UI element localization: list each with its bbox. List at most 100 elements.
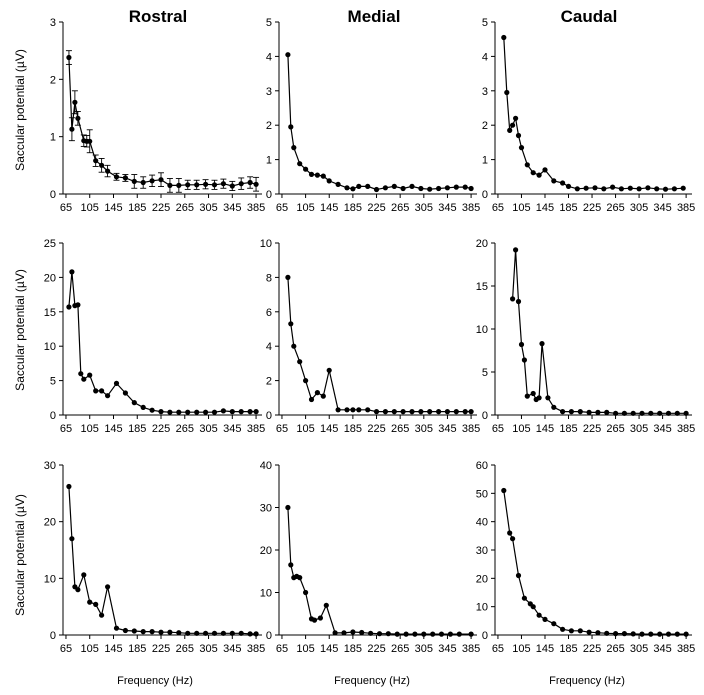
data-point-r3c3 bbox=[657, 631, 663, 637]
data-point-r2c2 bbox=[320, 393, 326, 399]
data-point-r3c1 bbox=[185, 630, 191, 636]
data-point-r1c1 bbox=[75, 115, 81, 121]
data-point-r3c1 bbox=[211, 630, 218, 636]
data-point-r3c3 bbox=[665, 631, 672, 637]
data-point-r3c2 bbox=[438, 631, 445, 637]
y-tick-label-r2c1: 25 bbox=[44, 238, 56, 250]
ylabel-row-1: Saccular potential (µV) bbox=[13, 49, 27, 171]
data-point-r1c3 bbox=[645, 185, 651, 191]
y-tick-label-r1c1: 2 bbox=[50, 74, 56, 86]
x-tick-label-r3c1: 145 bbox=[104, 643, 122, 655]
data-point-r2c3 bbox=[551, 404, 557, 410]
data-point-r3c3 bbox=[509, 536, 516, 542]
data-point-r1c3 bbox=[501, 34, 507, 41]
data-point-r1c3 bbox=[509, 122, 516, 128]
data-point-r3c2 bbox=[359, 629, 365, 636]
data-point-r2c3 bbox=[657, 410, 663, 416]
data-point-r1c3 bbox=[662, 186, 669, 192]
data-point-r1c1 bbox=[176, 182, 182, 188]
data-point-r1c1 bbox=[66, 54, 72, 61]
data-point-r1c2 bbox=[314, 172, 320, 178]
data-point-r2c2 bbox=[373, 409, 380, 415]
x-tick-label-r2c1: 345 bbox=[223, 423, 241, 435]
x-tick-label-r1c2: 265 bbox=[391, 202, 409, 214]
data-point-r2c3 bbox=[513, 247, 519, 253]
data-point-r2c3 bbox=[648, 410, 654, 416]
data-point-r2c1 bbox=[69, 269, 75, 275]
data-point-r1c3 bbox=[610, 184, 616, 190]
y-tick-label-r1c1: 3 bbox=[50, 17, 56, 29]
data-point-r1c3 bbox=[583, 185, 589, 191]
x-tick-label-r2c3: 145 bbox=[536, 423, 554, 435]
data-point-r2c3 bbox=[674, 410, 680, 416]
data-point-r1c1 bbox=[69, 126, 75, 132]
data-point-r2c3 bbox=[545, 395, 551, 401]
data-point-r3c2 bbox=[317, 615, 323, 621]
x-tick-label-r3c1: 265 bbox=[176, 643, 194, 655]
data-point-r2c1 bbox=[176, 409, 182, 415]
data-point-r3c1 bbox=[167, 629, 173, 635]
data-point-r3c2 bbox=[350, 629, 356, 635]
x-tick-label-r3c1: 225 bbox=[152, 643, 170, 655]
data-point-r2c2 bbox=[453, 409, 459, 415]
chart-r3c2: 0 10 20 30 40 65 105 145 185 225 265 305 345 385 bbox=[260, 460, 481, 655]
y-tick-label-r3c2: 0 bbox=[266, 630, 272, 642]
y-tick-label-r3c3: 10 bbox=[476, 602, 488, 614]
data-point-r3c2 bbox=[468, 631, 474, 637]
data-point-r3c3 bbox=[648, 631, 654, 637]
data-point-r1c3 bbox=[536, 172, 542, 178]
data-point-r1c2 bbox=[468, 185, 474, 192]
data-point-r2c3 bbox=[604, 409, 610, 415]
y-tick-label-r2c2: 2 bbox=[266, 376, 272, 388]
x-tick-label-r3c2: 345 bbox=[438, 643, 456, 655]
data-point-r1c2 bbox=[409, 183, 415, 189]
data-point-r2c2 bbox=[288, 321, 294, 327]
data-point-r3c1 bbox=[113, 625, 120, 631]
data-point-r3c1 bbox=[220, 630, 226, 636]
data-point-r2c3 bbox=[665, 410, 672, 416]
x-tick-label-r3c2: 185 bbox=[344, 643, 362, 655]
data-point-r1c1 bbox=[211, 182, 218, 188]
data-point-r2c1 bbox=[211, 409, 218, 415]
data-point-r3c2 bbox=[297, 575, 303, 581]
data-point-r2c3 bbox=[683, 410, 689, 416]
y-tick-label-r1c2: 4 bbox=[266, 51, 272, 63]
x-tick-label-r2c1: 105 bbox=[81, 423, 99, 435]
x-tick-label-r2c3: 65 bbox=[492, 423, 504, 435]
xlabel-col-1: Frequency (Hz) bbox=[117, 675, 193, 687]
y-tick-label-r3c1: 30 bbox=[44, 460, 56, 472]
x-tick-label-r1c3: 265 bbox=[606, 202, 624, 214]
y-tick-label-r1c2: 2 bbox=[266, 120, 272, 132]
y-tick-label-r3c2: 10 bbox=[260, 588, 272, 600]
data-point-r3c3 bbox=[621, 631, 628, 637]
y-tick-label-r1c3: 0 bbox=[482, 189, 488, 201]
data-point-r2c2 bbox=[382, 409, 388, 415]
data-point-r3c3 bbox=[586, 629, 592, 635]
data-point-r2c2 bbox=[285, 274, 291, 280]
data-point-r3c3 bbox=[530, 604, 536, 610]
data-point-r1c1 bbox=[149, 178, 155, 184]
x-tick-label-r3c2: 105 bbox=[296, 643, 314, 655]
data-point-r3c1 bbox=[253, 631, 259, 637]
x-tick-label-r2c1: 225 bbox=[152, 423, 170, 435]
data-point-r3c1 bbox=[140, 629, 146, 635]
data-point-r1c1 bbox=[203, 181, 209, 187]
data-point-r3c1 bbox=[69, 536, 75, 542]
x-tick-label-r3c3: 65 bbox=[492, 643, 504, 655]
data-point-r2c2 bbox=[409, 409, 415, 415]
data-point-r2c3 bbox=[539, 341, 545, 347]
y-tick-label-r3c1: 20 bbox=[44, 517, 56, 529]
x-tick-label-r2c1: 305 bbox=[199, 423, 217, 435]
y-tick-label-r2c2: 10 bbox=[260, 238, 272, 250]
data-point-r2c3 bbox=[621, 410, 628, 416]
data-point-r2c3 bbox=[518, 341, 525, 348]
y-tick-label-r2c3: 10 bbox=[476, 324, 488, 336]
data-point-r3c2 bbox=[421, 631, 427, 637]
data-point-r1c3 bbox=[574, 186, 580, 192]
x-tick-label-r3c3: 345 bbox=[653, 643, 671, 655]
data-point-r3c2 bbox=[303, 589, 309, 596]
data-point-r2c3 bbox=[530, 390, 536, 397]
x-tick-label-r1c3: 345 bbox=[653, 202, 671, 214]
y-tick-label-r2c2: 8 bbox=[266, 272, 272, 284]
